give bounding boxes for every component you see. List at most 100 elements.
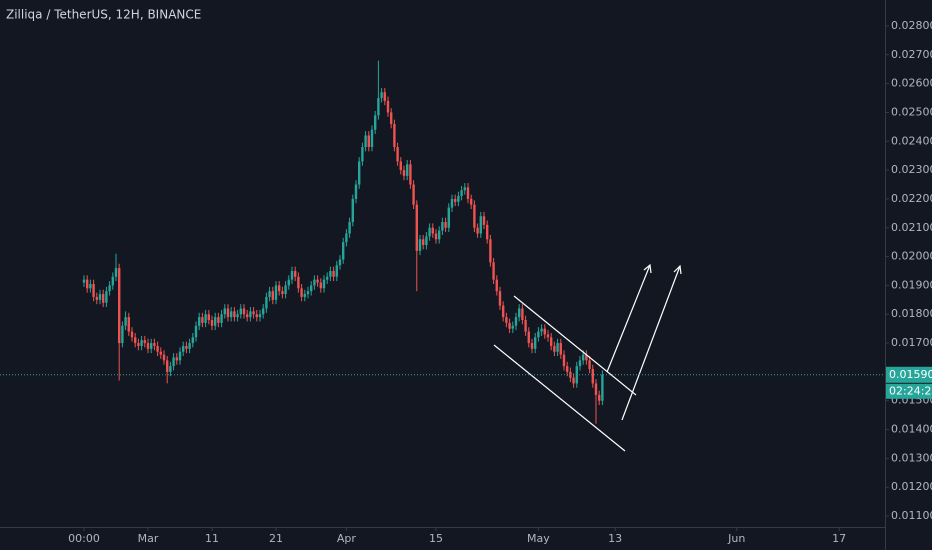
candle-body (405, 164, 409, 176)
candle-body (258, 314, 262, 318)
x-tick-label: 13 (608, 532, 622, 545)
candle-body (204, 314, 207, 323)
candle-body (495, 279, 498, 292)
arrow (606, 264, 651, 373)
candle-body (98, 294, 102, 300)
candle-body (197, 317, 201, 326)
candle-body (415, 204, 418, 251)
candle-body (409, 164, 412, 185)
candle-body (85, 279, 89, 289)
candle-body (348, 221, 351, 234)
candle-body (153, 343, 156, 346)
candle-body (92, 283, 95, 297)
candle-body (143, 340, 146, 344)
candle-body (252, 311, 255, 315)
candle-body (530, 343, 534, 349)
candle-body (274, 285, 278, 300)
x-tick-label: 11 (205, 532, 219, 545)
candle-body (178, 351, 182, 361)
candle-body (297, 276, 300, 289)
candle-body (185, 345, 188, 349)
candle-body (428, 227, 431, 237)
candle-body (469, 198, 473, 205)
candle-body (169, 366, 172, 372)
arrow (621, 265, 681, 421)
candle-body (313, 279, 316, 286)
candle-body (290, 270, 294, 280)
candle-body (457, 196, 460, 202)
y-tick-label: 0.02300 (891, 163, 932, 176)
candle-body (82, 279, 86, 283)
candle-body (229, 311, 233, 318)
candle-body (191, 337, 194, 344)
y-tick-label: 0.02600 (891, 77, 932, 90)
candle-body (594, 383, 598, 395)
candle-body (201, 317, 204, 323)
candle-body (329, 270, 332, 277)
countdown-box (886, 383, 932, 399)
candle-body (207, 314, 210, 321)
candle-body (380, 92, 383, 99)
candle-body (482, 216, 486, 225)
candle-body (130, 331, 134, 338)
y-tick-label: 0.01700 (891, 336, 932, 349)
candle-body (287, 279, 290, 286)
candle-body (335, 265, 338, 277)
candle-body (517, 308, 521, 318)
candle-body (332, 270, 335, 277)
candle-body (181, 345, 185, 352)
candle-body (447, 207, 450, 228)
candle-body (265, 296, 268, 309)
x-tick-label: 17 (832, 532, 846, 545)
candle-body (383, 92, 386, 101)
candle-body (277, 285, 281, 292)
current-price-label: 0.01590 (889, 368, 932, 381)
candle-body (533, 337, 537, 349)
candle-body (463, 187, 466, 191)
candle-body (441, 221, 444, 231)
y-tick-label: 0.02000 (891, 250, 932, 263)
candle-body (281, 291, 284, 295)
y-tick-label: 0.01200 (891, 480, 932, 493)
candle-body (338, 259, 342, 266)
candle-body (431, 227, 434, 234)
candle-body (476, 227, 479, 234)
candle-body (361, 147, 364, 162)
candle-body (300, 288, 303, 297)
candle-body (412, 184, 415, 205)
countdown-label: 02:24:20 (889, 384, 932, 397)
candle-body (581, 354, 585, 361)
candle-body (578, 360, 582, 367)
candle-body (156, 345, 159, 352)
candle-body (233, 311, 236, 318)
candle-body (597, 394, 601, 401)
candle-body (591, 369, 594, 384)
candle-body (242, 308, 246, 315)
candle-body (396, 147, 399, 162)
candle-body (175, 357, 178, 361)
candle-body (140, 340, 143, 346)
candle-body (124, 317, 127, 326)
y-tick-label: 0.02500 (891, 105, 932, 118)
candle-body (165, 360, 169, 372)
candle-body (105, 291, 108, 303)
candle-body (601, 374, 604, 401)
candle-body (460, 190, 463, 197)
x-tick-label: Apr (337, 532, 357, 545)
candle-body (351, 198, 354, 222)
candle-body (217, 317, 220, 323)
drawings (493, 263, 682, 452)
candle-body (527, 331, 530, 344)
y-tick-label: 0.02700 (891, 48, 932, 61)
candle-body (546, 334, 550, 338)
candle-body (588, 360, 591, 370)
y-tick-label: 0.02800 (891, 19, 932, 32)
candle-body (101, 294, 105, 303)
candle-body (386, 100, 390, 113)
candle-body (284, 285, 287, 295)
candle-body (514, 317, 518, 326)
candle-body (421, 239, 425, 246)
candle-body (172, 357, 175, 367)
candle-body (210, 320, 214, 326)
